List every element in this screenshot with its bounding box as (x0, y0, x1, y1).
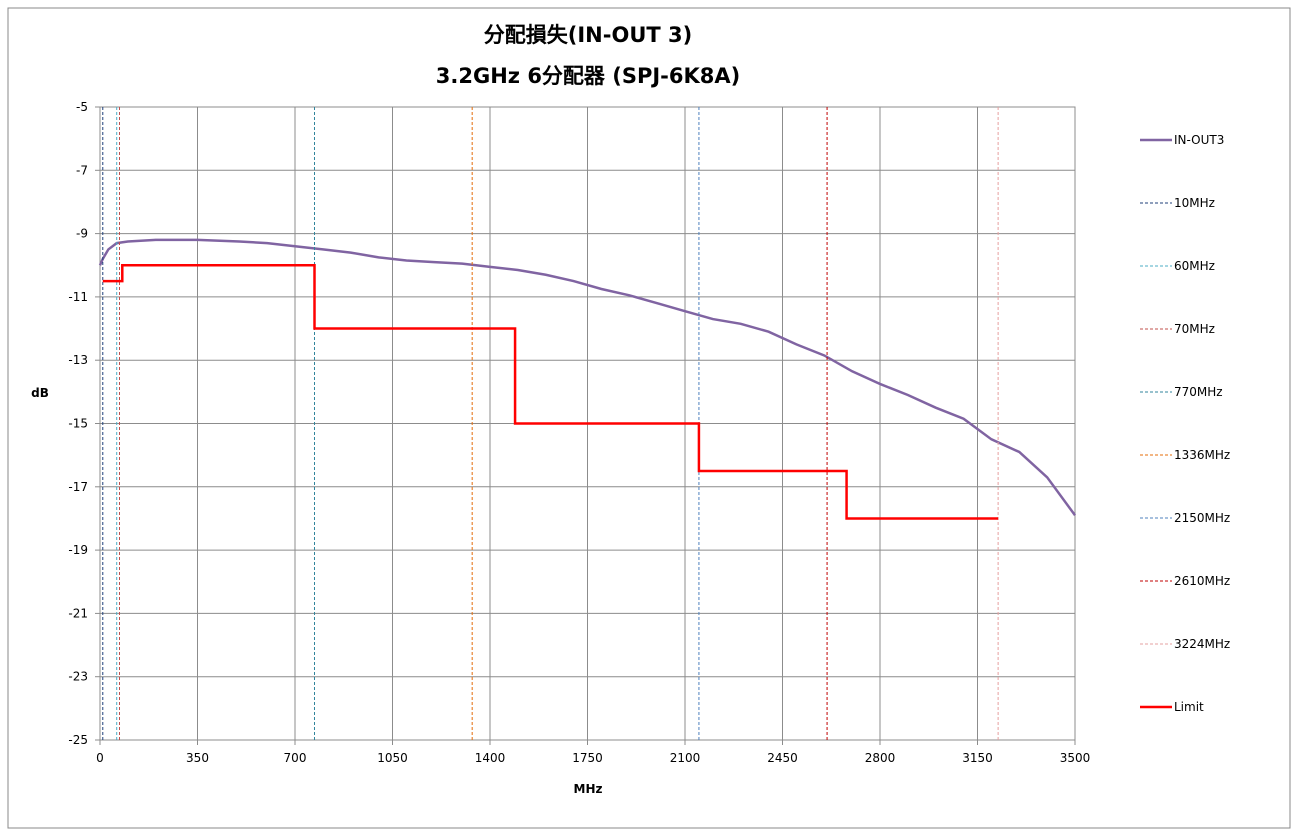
x-tick-label: 1050 (377, 751, 408, 765)
y-tick-label: -21 (68, 606, 88, 620)
x-tick-label: 350 (186, 751, 209, 765)
legend-label: Limit (1174, 700, 1204, 714)
legend-label: 2150MHz (1174, 511, 1230, 525)
legend-label: 770MHz (1174, 385, 1223, 399)
y-tick-label: -5 (76, 100, 88, 114)
x-tick-label: 700 (284, 751, 307, 765)
legend-label: 70MHz (1174, 322, 1215, 336)
x-axis-label: MHz (574, 782, 603, 796)
x-tick-label: 2800 (865, 751, 896, 765)
y-tick-label: -15 (68, 417, 88, 431)
y-tick-label: -9 (76, 227, 88, 241)
series-line (98, 238, 1077, 517)
chart-title: 分配損失(IN-OUT 3) (484, 23, 692, 47)
legend-label: 60MHz (1174, 259, 1215, 273)
x-tick-label: 2450 (767, 751, 798, 765)
x-tick-label: 3500 (1060, 751, 1091, 765)
legend-label: IN-OUT3 (1174, 133, 1224, 147)
x-tick-label: 1750 (572, 751, 603, 765)
y-tick-label: -25 (68, 733, 88, 747)
chart-subtitle: 3.2GHz 6分配器 (SPJ-6K8A) (436, 64, 740, 88)
y-axis-label: dB (31, 386, 49, 400)
x-tick-label: 0 (96, 751, 104, 765)
y-tick-label: -17 (68, 480, 88, 494)
y-tick-label: -7 (76, 163, 88, 177)
x-tick-label: 1400 (475, 751, 506, 765)
y-tick-label: -23 (68, 670, 88, 684)
x-tick-label: 3150 (962, 751, 993, 765)
legend-label: 1336MHz (1174, 448, 1230, 462)
y-tick-label: -13 (68, 353, 88, 367)
y-tick-label: -19 (68, 543, 88, 557)
legend-label: 3224MHz (1174, 637, 1230, 651)
chart-border (7, 7, 1291, 829)
legend-label: 2610MHz (1174, 574, 1230, 588)
series-line (102, 264, 999, 520)
plot-border (99, 106, 1076, 741)
x-tick-label: 2100 (670, 751, 701, 765)
y-tick-label: -11 (68, 290, 88, 304)
legend-label: 10MHz (1174, 196, 1215, 210)
